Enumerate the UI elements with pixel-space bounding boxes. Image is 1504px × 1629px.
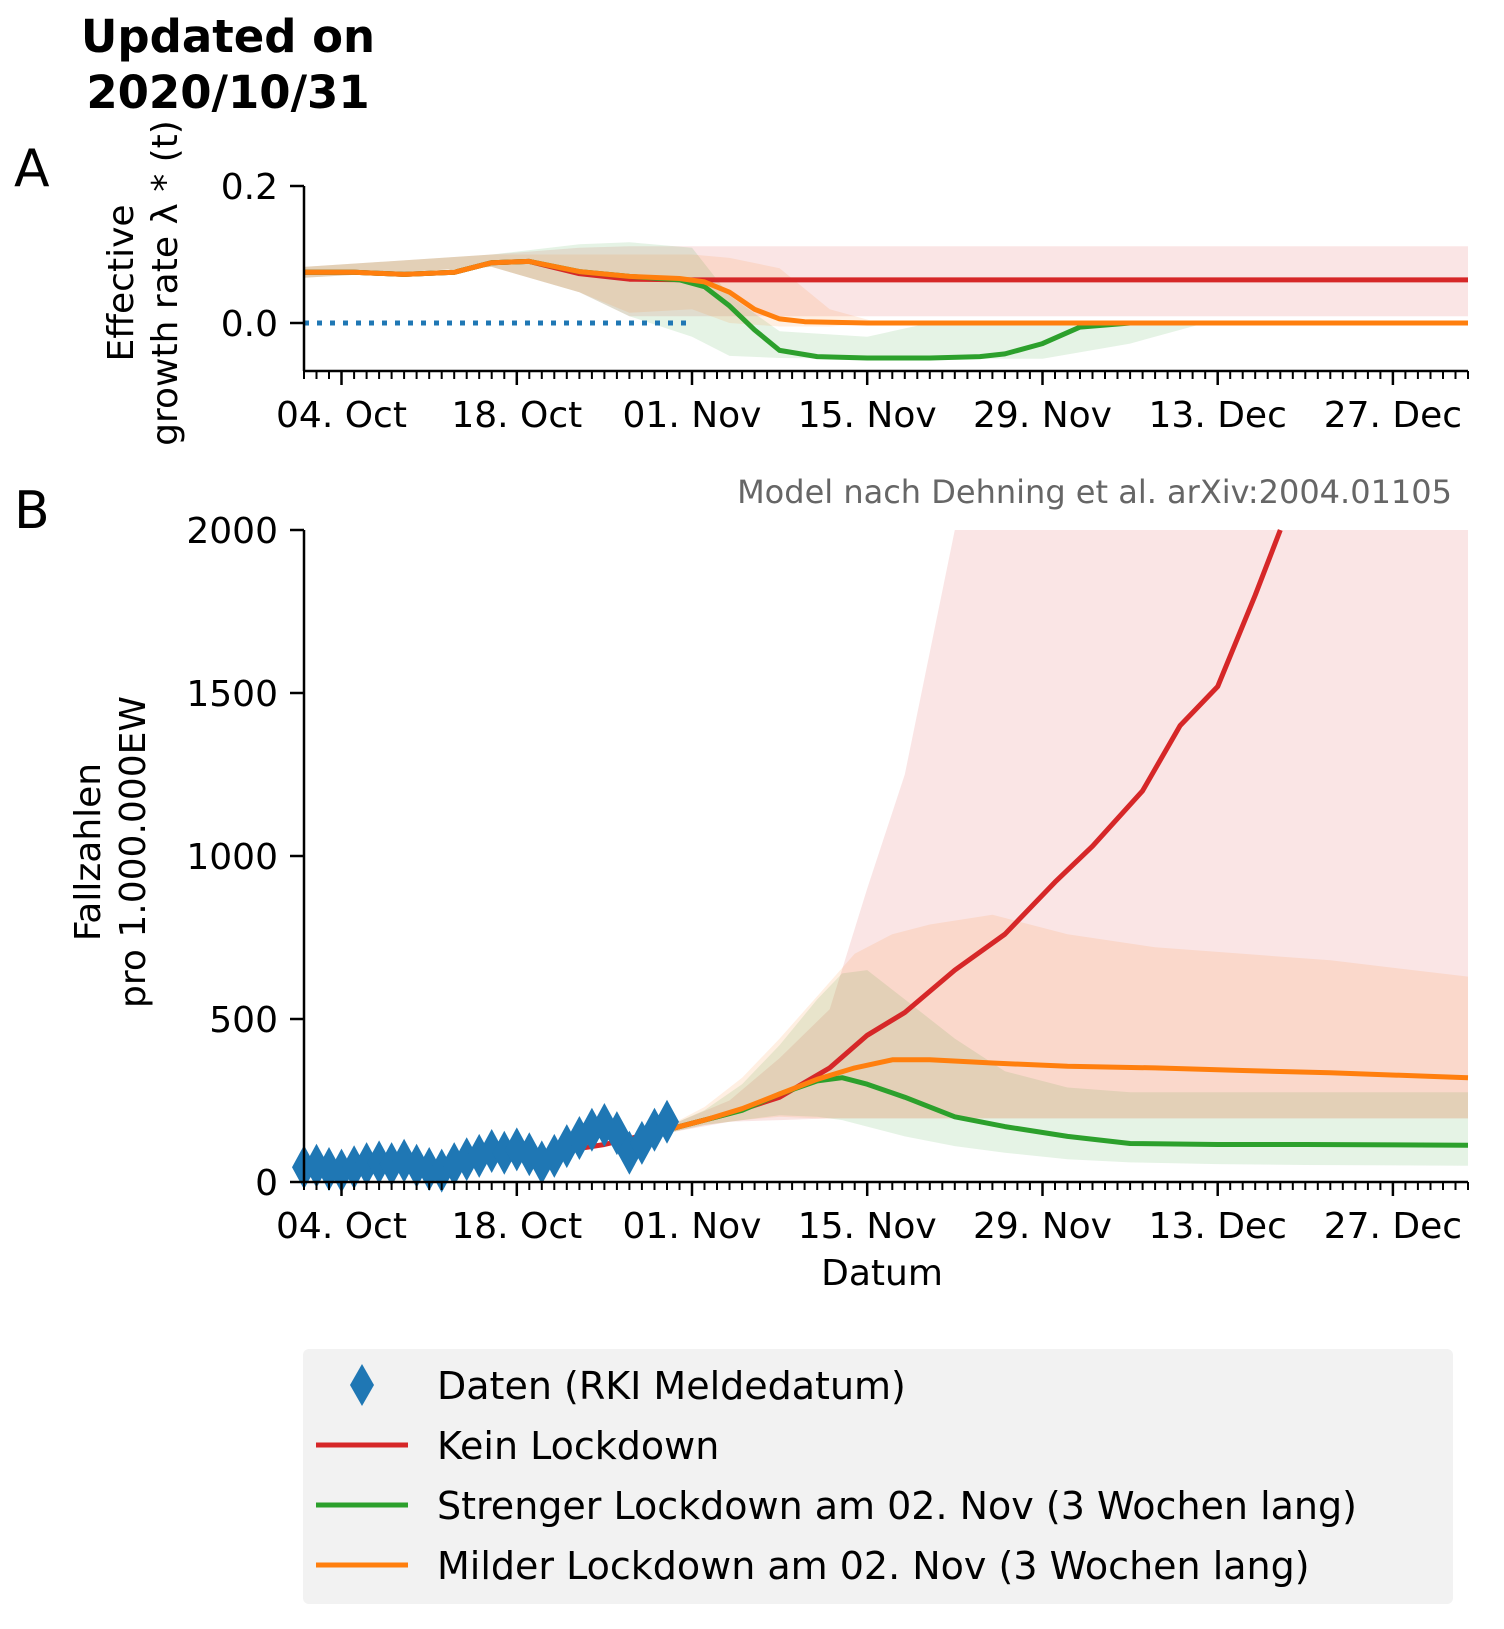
title-line-1: Updated on [81, 10, 375, 63]
case-count-x-tick-label: 01. Nov [623, 1206, 762, 1247]
legend-item-kein-lockdown: Kein Lockdown [316, 1424, 719, 1468]
case-count-x-tick-label: 18. Oct [451, 1206, 582, 1247]
growth-rate-x-tick-label: 01. Nov [623, 395, 762, 436]
legend-item-strenger-lockdown: Strenger Lockdown am 02. Nov (3 Wochen l… [316, 1484, 1357, 1528]
case-count-x-tick-label: 27. Dec [1324, 1206, 1462, 1247]
legend-label-data: Daten (RKI Meldedatum) [437, 1364, 906, 1408]
growth-rate-bands [304, 242, 1468, 359]
growth-rate-x-tick-label: 29. Nov [973, 395, 1112, 436]
panel-label-b: B [14, 481, 50, 541]
case-count-y-tick-label: 2000 [186, 511, 278, 552]
model-note: Model nach Dehning et al. arXiv:2004.011… [737, 473, 1452, 511]
legend-background [303, 1349, 1453, 1604]
case-count-y-tick-label: 500 [209, 1000, 278, 1041]
case-count-lines [541, 529, 1469, 1157]
panel-label-a: A [14, 139, 50, 199]
legend-item-milder-lockdown: Milder Lockdown am 02. Nov (3 Wochen lan… [316, 1544, 1310, 1588]
case-count-x-tick-label: 15. Nov [798, 1206, 937, 1247]
legend-label-strenger-lockdown: Strenger Lockdown am 02. Nov (3 Wochen l… [437, 1484, 1357, 1528]
growth-rate-y-tick-label: 0.0 [221, 304, 278, 345]
growth-rate-x-tick-label: 18. Oct [451, 395, 582, 436]
growth-rate-ylabel-line-1: Effective [101, 204, 142, 361]
case-count-x-tick-label: 13. Dec [1149, 1206, 1287, 1247]
legend-label-kein-lockdown: Kein Lockdown [437, 1424, 719, 1468]
case-count-band-mild [667, 914, 1468, 1134]
growth-rate-x-tick-label: 27. Dec [1324, 395, 1462, 436]
legend-label-milder-lockdown: Milder Lockdown am 02. Nov (3 Wochen lan… [437, 1544, 1310, 1588]
case-count-x-tick-label: 04. Oct [276, 1206, 407, 1247]
case-count-ylabel-line-2: pro 1.000.000EW [113, 696, 154, 1008]
case-count-panel: 04. Oct 18. Oct 01. Nov 15. Nov 29. Nov 13. D… [68, 511, 1469, 1294]
case-count-y-tick-label: 0 [255, 1163, 278, 1204]
case-count-y-tick-label: 1000 [186, 837, 278, 878]
case-count-band-kein [667, 530, 1468, 1134]
title-line-2: 2020/10/31 [86, 66, 369, 119]
legend: Daten (RKI Meldedatum) Kein Lockdown Str… [303, 1349, 1453, 1604]
growth-rate-ylabel-line-2: growth rate λ * (t) [145, 120, 186, 446]
growth-rate-lines [304, 258, 1468, 361]
case-count-x-tick-label: 29. Nov [973, 1206, 1112, 1247]
case-count-data-points [292, 1099, 679, 1193]
legend-item-data: Daten (RKI Meldedatum) [350, 1364, 906, 1408]
growth-rate-axes: 04. Oct 18. Oct 01. Nov 15. Nov 29. Nov 13. D… [221, 167, 1469, 436]
case-count-y-tick-label: 1500 [186, 674, 278, 715]
case-count-ylabel-line-1: Fallzahlen [68, 763, 109, 941]
data-point-diamond [655, 1099, 679, 1144]
case-count-axes: 04. Oct 18. Oct 01. Nov 15. Nov 29. Nov 13. D… [186, 511, 1469, 1247]
legend-diamond-marker [350, 1364, 374, 1406]
growth-rate-y-tick-label: 0.2 [221, 167, 278, 208]
case-count-xlabel: Datum [821, 1253, 943, 1294]
growth-rate-x-tick-label: 13. Dec [1149, 395, 1287, 436]
growth-rate-x-tick-label: 15. Nov [798, 395, 937, 436]
case-count-line-mild [666, 1057, 1469, 1133]
growth-rate-line-mild [304, 258, 1468, 326]
case-count-bands [667, 530, 1468, 1166]
growth-rate-panel: 04. Oct 18. Oct 01. Nov 15. Nov 29. Nov 13. D… [101, 120, 1469, 446]
growth-rate-x-tick-label: 04. Oct [276, 395, 407, 436]
case-count-band-streng [667, 970, 1468, 1166]
